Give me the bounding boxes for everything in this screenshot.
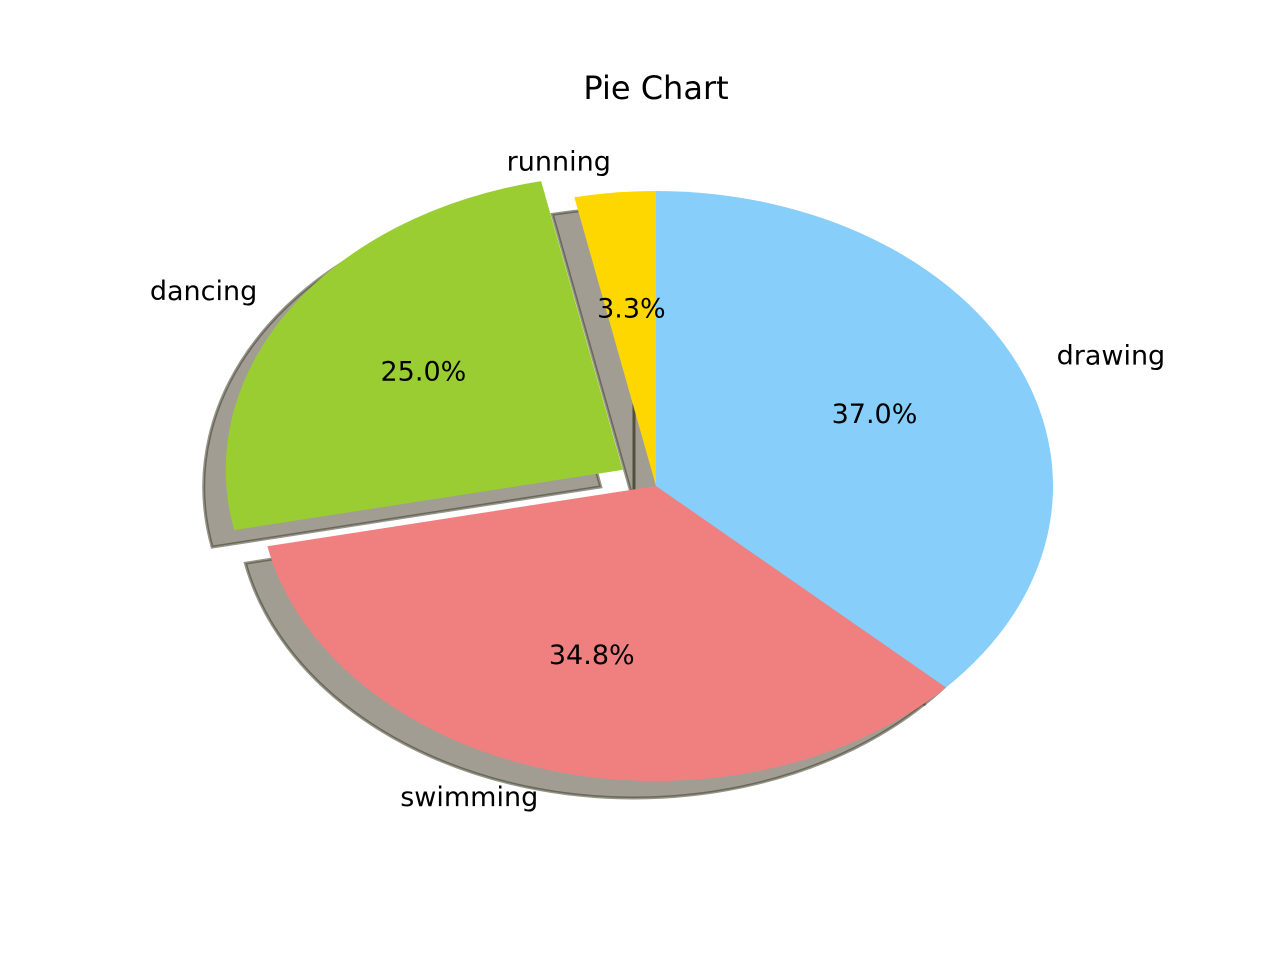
slice-drawing bbox=[656, 190, 1053, 688]
slice-label-dancing: dancing bbox=[150, 276, 257, 307]
chart-title: Pie Chart bbox=[583, 69, 728, 107]
slice-percent-swimming: 34.8% bbox=[549, 640, 635, 671]
slice-labels: running dancing swimming drawing bbox=[150, 147, 1165, 813]
slice-swimming bbox=[267, 486, 947, 781]
slice-percent-labels: 3.3% 25.0% 34.8% 37.0% bbox=[381, 293, 918, 670]
slice-dancing bbox=[225, 181, 623, 531]
slice-label-running: running bbox=[507, 147, 611, 178]
slice-percent-running: 3.3% bbox=[597, 293, 666, 324]
slice-running bbox=[574, 191, 656, 486]
slice-label-drawing: drawing bbox=[1057, 340, 1166, 371]
slice-percent-dancing: 25.0% bbox=[381, 356, 467, 387]
slices bbox=[225, 181, 1053, 781]
slice-label-swimming: swimming bbox=[400, 782, 538, 813]
slice-percent-drawing: 37.0% bbox=[832, 399, 918, 430]
